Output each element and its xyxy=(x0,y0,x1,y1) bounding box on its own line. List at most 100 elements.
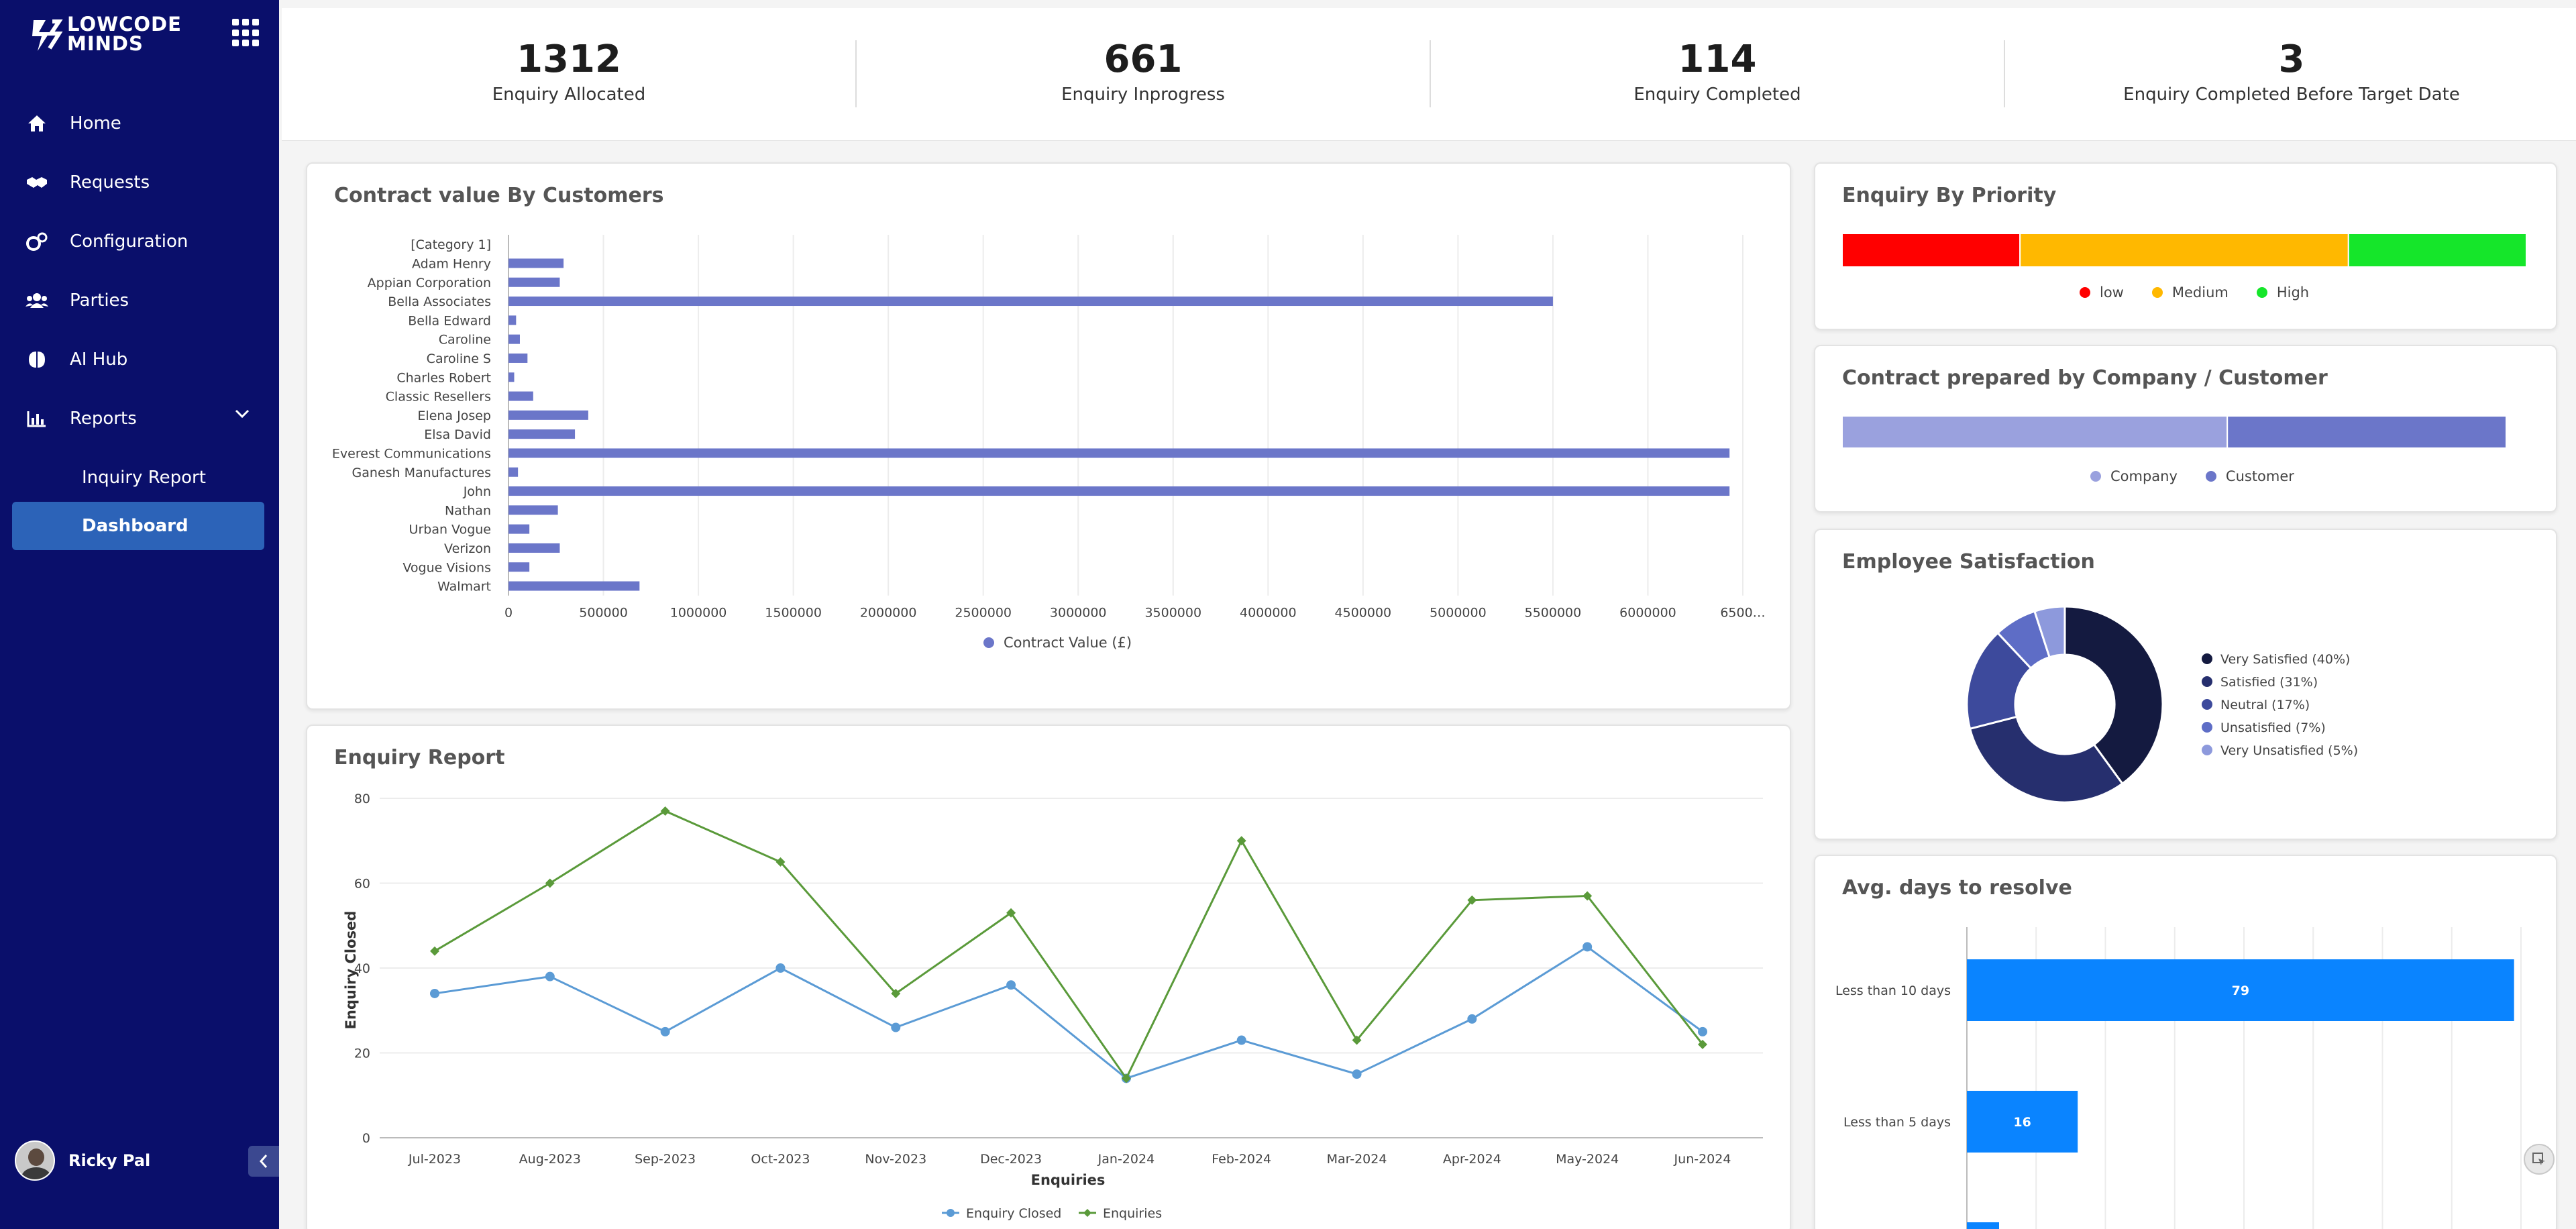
y-tick-label: Bella Associates xyxy=(388,295,491,309)
divider xyxy=(855,40,857,107)
data-label: 16 xyxy=(2013,1115,2031,1130)
bar-segment xyxy=(2019,233,2349,268)
stat-value: 661 xyxy=(1104,38,1183,81)
stat-label: Enquiry Completed Before Target Date xyxy=(2123,85,2460,105)
legend-label: Enquiries xyxy=(1103,1206,1162,1221)
cogs-icon xyxy=(24,229,50,254)
sidebar-item-label: AI Hub xyxy=(70,350,128,370)
divider xyxy=(2004,40,2005,107)
y-tick-label: Caroline xyxy=(439,333,491,348)
satisfaction-donut: Very Satisfied (40%) Satisfied (31%) Neutr… xyxy=(1966,605,2358,804)
y-tick-label: Classic Resellers xyxy=(386,390,491,405)
x-tick-label: Nov-2023 xyxy=(865,1152,926,1167)
y-tick-label: 20 xyxy=(354,1047,370,1061)
x-tick-label: 2500000 xyxy=(955,606,1012,621)
sidebar-item-ai-hub[interactable]: AI Hub xyxy=(0,330,279,389)
logo-text: LOWCODE MINDS xyxy=(67,15,182,54)
y-tick-label: Walmart xyxy=(437,580,491,594)
handshake-icon xyxy=(24,170,50,195)
legend-dot xyxy=(2202,699,2212,710)
bar xyxy=(1967,959,2514,1021)
legend-label: Customer xyxy=(2225,468,2294,484)
data-point xyxy=(545,878,555,888)
pie-slice xyxy=(2033,605,2066,659)
y-tick-label: Verizon xyxy=(444,541,491,556)
bar xyxy=(1967,1222,1999,1229)
logo-line-1: LOWCODE xyxy=(67,13,182,36)
legend-dot xyxy=(2090,471,2101,482)
sidebar-item-parties[interactable]: Parties xyxy=(0,271,279,330)
card-title: Contract prepared by Company / Customer xyxy=(1842,366,2328,390)
x-tick-label: 5000000 xyxy=(1430,606,1487,621)
bar xyxy=(508,429,576,439)
data-point xyxy=(1467,895,1477,905)
apps-grid-icon[interactable] xyxy=(232,19,260,47)
stat-enquiry-completed: 114 Enquiry Completed xyxy=(1430,8,2004,141)
avg-days-card: Avg. days to resolve Less than 10 days 79… xyxy=(1814,855,2557,1229)
x-tick-label: 6500… xyxy=(1720,606,1765,621)
stats-bar: 1312 Enquiry Allocated 661 Enquiry Inpro… xyxy=(282,8,2576,141)
y-axis-label: Enquiry Closed xyxy=(343,911,359,1030)
legend-label: Very Unsatisfied (5%) xyxy=(2220,743,2358,758)
legend-dot xyxy=(2080,287,2090,298)
x-axis-label: Enquiries xyxy=(1031,1172,1106,1188)
legend-label: Medium xyxy=(2171,284,2229,301)
legend-label: High xyxy=(2276,284,2310,301)
legend-label: Company xyxy=(2110,468,2178,484)
contract-value-chart: 0 500000 1000000 1500000 2000000 2500000 30000… xyxy=(332,235,1766,621)
bar xyxy=(508,315,517,325)
sidebar-item-home[interactable]: Home xyxy=(0,94,279,153)
x-tick-label: 4500000 xyxy=(1335,606,1392,621)
sidebar-item-requests[interactable]: Requests xyxy=(0,153,279,212)
y-tick-label: Ganesh Manufactures xyxy=(352,466,491,480)
logo-icon xyxy=(32,19,63,51)
data-point xyxy=(545,971,555,981)
user-profile[interactable]: Ricky Pal xyxy=(15,1140,150,1181)
user-name: Ricky Pal xyxy=(68,1151,151,1170)
bar xyxy=(508,562,530,572)
bar-segment xyxy=(1841,233,2021,268)
x-tick-label: Aug-2023 xyxy=(519,1152,581,1167)
home-icon xyxy=(24,111,50,136)
y-tick-label: Nathan xyxy=(445,503,491,518)
stat-enquiry-before-target: 3 Enquiry Completed Before Target Date xyxy=(2004,8,2576,141)
chart-icon xyxy=(24,406,50,431)
data-point xyxy=(1352,1035,1362,1045)
x-tick-label: Apr-2024 xyxy=(1443,1152,1501,1167)
data-point xyxy=(430,946,439,956)
x-tick-label: 0 xyxy=(504,606,513,621)
x-tick-label: Oct-2023 xyxy=(751,1152,810,1167)
bar xyxy=(508,581,640,591)
collapse-sidebar-button[interactable] xyxy=(248,1146,279,1177)
card-title: Employee Satisfaction xyxy=(1842,550,2095,574)
bar xyxy=(1967,1091,2078,1153)
sidebar-item-configuration[interactable]: Configuration xyxy=(0,212,279,271)
data-point xyxy=(775,963,786,973)
y-tick-label: 80 xyxy=(354,792,370,806)
avg-days-chart: Less than 10 days 79 Less than 5 days 16 xyxy=(1835,927,2522,1229)
y-tick-label: John xyxy=(463,484,491,499)
legend-dot xyxy=(2205,471,2216,482)
cursor-icon xyxy=(2532,1153,2545,1165)
bar xyxy=(508,391,533,401)
legend-label: Very Satisfied (40%) xyxy=(2220,652,2350,667)
bar xyxy=(508,505,558,515)
stat-value: 1312 xyxy=(517,38,621,81)
legend-dot xyxy=(947,1209,955,1217)
data-point xyxy=(891,988,901,998)
sidebar-subitem-inquiry-report[interactable]: Inquiry Report xyxy=(82,468,206,488)
enquiry-report-card: Enquiry Report 0 20 40 60 80 Jul-2023 Aug-2023… xyxy=(306,725,1791,1229)
sidebar-item-label: Reports xyxy=(70,409,137,429)
x-tick-label: Jun-2024 xyxy=(1674,1152,1731,1167)
data-point xyxy=(660,806,670,816)
sidebar-item-reports[interactable]: Reports xyxy=(0,389,279,448)
bar xyxy=(508,543,560,553)
x-tick-label: 5500000 xyxy=(1525,606,1582,621)
sidebar-nav: Home Requests Configuration Parties AI H… xyxy=(0,94,279,507)
enquiry-report-chart: 0 20 40 60 80 Jul-2023 Aug-2023 Sep-2023 Oct-202… xyxy=(343,792,1763,1221)
sidebar-item-dashboard[interactable]: Dashboard xyxy=(12,502,264,550)
priority-bar xyxy=(1841,233,2527,268)
enquiry-priority-card: Enquiry By Priority low Medium High xyxy=(1814,162,2557,330)
scroll-helper-button[interactable] xyxy=(2524,1144,2555,1175)
chart-legend: low Medium High xyxy=(2080,284,2337,301)
